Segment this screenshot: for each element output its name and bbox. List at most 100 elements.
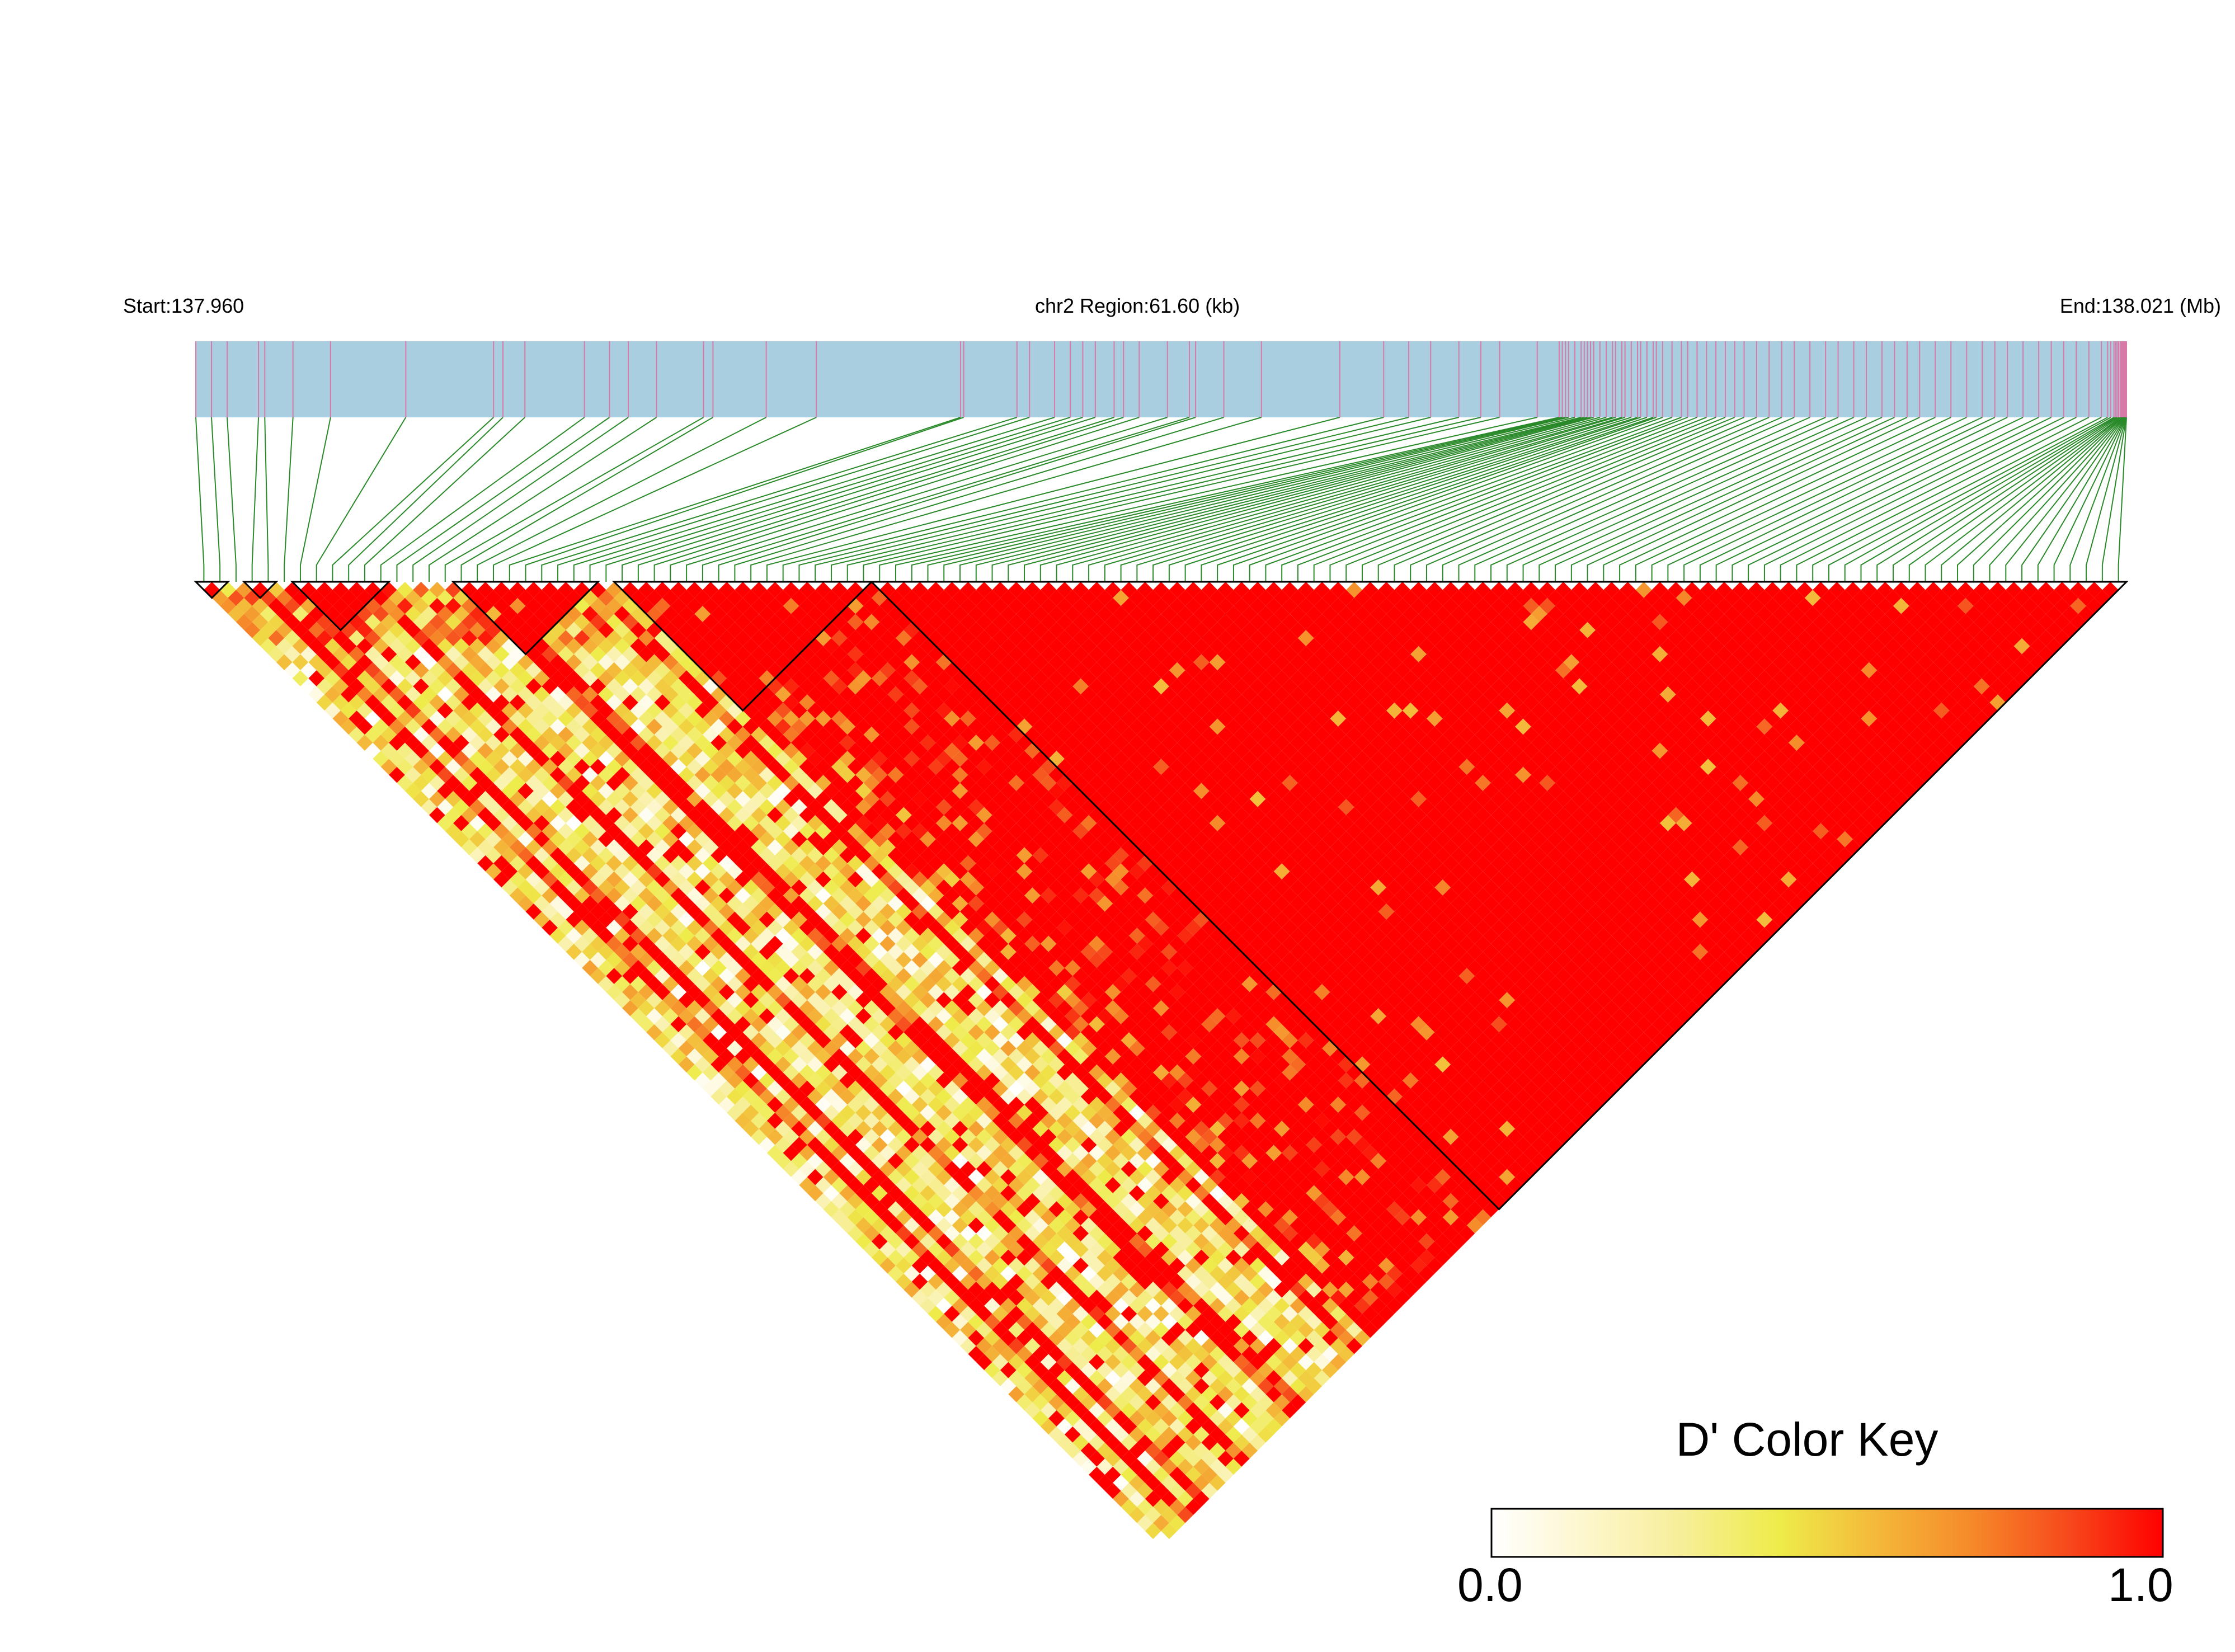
ld-cell <box>984 1330 1000 1347</box>
ld-cell <box>1032 1330 1049 1347</box>
ld-cell <box>1080 1152 1097 1169</box>
ld-cell <box>1048 1410 1065 1427</box>
ld-cell <box>1000 1378 1017 1395</box>
ld-cell <box>1225 1346 1242 1362</box>
ld-cell <box>533 702 550 719</box>
ld-cell <box>1177 1442 1194 1459</box>
ld-cell <box>879 1064 896 1081</box>
snp-connector <box>718 417 1196 582</box>
ld-cell <box>1249 1306 1266 1322</box>
ld-cell <box>1024 1193 1041 1209</box>
ld-cell <box>380 742 397 759</box>
ld-cell <box>1024 1289 1041 1306</box>
ld-cell <box>573 807 590 823</box>
ld-cell <box>533 766 550 783</box>
ld-cell <box>879 1209 896 1226</box>
ld-cell <box>759 1008 775 1024</box>
ld-cell <box>1072 1418 1089 1435</box>
ld-cell <box>815 1048 831 1065</box>
snp-connector <box>959 417 1575 582</box>
ld-cell <box>1169 1418 1185 1435</box>
ld-cell <box>1145 1394 1161 1411</box>
snp-connector <box>1587 417 1908 582</box>
snp-connector <box>2005 417 2125 582</box>
ld-cell <box>1000 1152 1017 1169</box>
ld-cell <box>1056 1386 1073 1402</box>
snp-connector <box>589 417 1071 582</box>
ld-cell <box>1040 1386 1057 1402</box>
ld-cell <box>1249 1321 1266 1338</box>
snp-connector <box>1635 417 1951 582</box>
ld-cell <box>1201 1241 1218 1258</box>
ld-cell <box>694 718 711 735</box>
ld-cell <box>501 702 518 719</box>
ld-cell <box>871 1185 888 1202</box>
ld-cell <box>1016 1330 1033 1347</box>
ld-cell <box>1225 1249 1242 1266</box>
ld-cell <box>1048 1330 1065 1347</box>
snp-connector <box>846 417 1481 582</box>
snp-connector <box>364 417 525 582</box>
ld-cell <box>1121 1434 1137 1451</box>
ld-cell <box>984 1265 1000 1282</box>
ld-cell <box>573 726 590 743</box>
ld-cell <box>831 1193 848 1209</box>
snp-connector <box>1345 417 1716 582</box>
ld-cell <box>1113 1185 1129 1202</box>
snp-connector <box>1120 417 1622 582</box>
ld-cell <box>1089 1321 1105 1338</box>
ld-cell <box>349 582 365 598</box>
ld-cell <box>1104 1306 1121 1322</box>
ld-cell <box>1089 1209 1105 1226</box>
ld-cell <box>1089 1161 1105 1178</box>
ld-cell <box>501 799 518 815</box>
ld-cell <box>960 1289 976 1306</box>
ld-cell <box>1201 1370 1218 1386</box>
ld-cell <box>1113 1281 1129 1298</box>
ld-cell <box>815 855 831 872</box>
ld-cell <box>879 1225 896 1242</box>
ld-cell <box>1217 1402 1234 1419</box>
ld-cell <box>1169 1354 1185 1371</box>
ld-cell <box>380 759 397 775</box>
ld-cell <box>1032 1314 1049 1330</box>
ld-cell <box>1032 1297 1049 1314</box>
ld-cell <box>847 1209 864 1226</box>
ld-cell <box>1097 1152 1113 1169</box>
ld-cell <box>1137 1434 1154 1451</box>
snp-connector <box>509 417 961 582</box>
ld-cell <box>783 1145 799 1161</box>
snp-connector <box>1377 417 1735 582</box>
ld-cell <box>960 1193 976 1209</box>
ld-cell <box>573 823 590 840</box>
ld-cell <box>1040 1209 1057 1226</box>
ld-cell <box>1064 1297 1081 1314</box>
ld-cell <box>573 646 590 662</box>
ld-cell <box>1080 1426 1097 1443</box>
ld-cell <box>1104 1466 1121 1483</box>
snp-connector <box>943 417 1569 582</box>
ld-cell <box>1233 1338 1250 1354</box>
snp-connector <box>1442 417 1782 582</box>
ld-cell <box>1225 1297 1242 1314</box>
ld-cell <box>1008 1321 1025 1338</box>
ld-cell <box>1089 1434 1105 1451</box>
ld-cell <box>920 1297 936 1314</box>
ld-cell <box>935 1169 952 1185</box>
ld-cell <box>1032 1169 1049 1185</box>
ld-cell <box>879 983 896 1000</box>
ld-cell <box>952 1330 968 1347</box>
ld-cell <box>413 759 429 775</box>
ld-cell <box>1089 1450 1105 1467</box>
ld-cell <box>879 1096 896 1113</box>
ld-cell <box>380 614 397 630</box>
ld-cell <box>863 1225 880 1242</box>
ld-cell <box>413 775 429 791</box>
ld-cell <box>1064 1265 1081 1282</box>
ld-cell <box>220 597 236 614</box>
ld-cell <box>1097 1265 1113 1282</box>
ld-cell <box>1080 1458 1097 1475</box>
ld-cell <box>1169 1209 1185 1226</box>
ld-cell <box>1161 1442 1178 1459</box>
ld-cell <box>1064 1201 1081 1217</box>
